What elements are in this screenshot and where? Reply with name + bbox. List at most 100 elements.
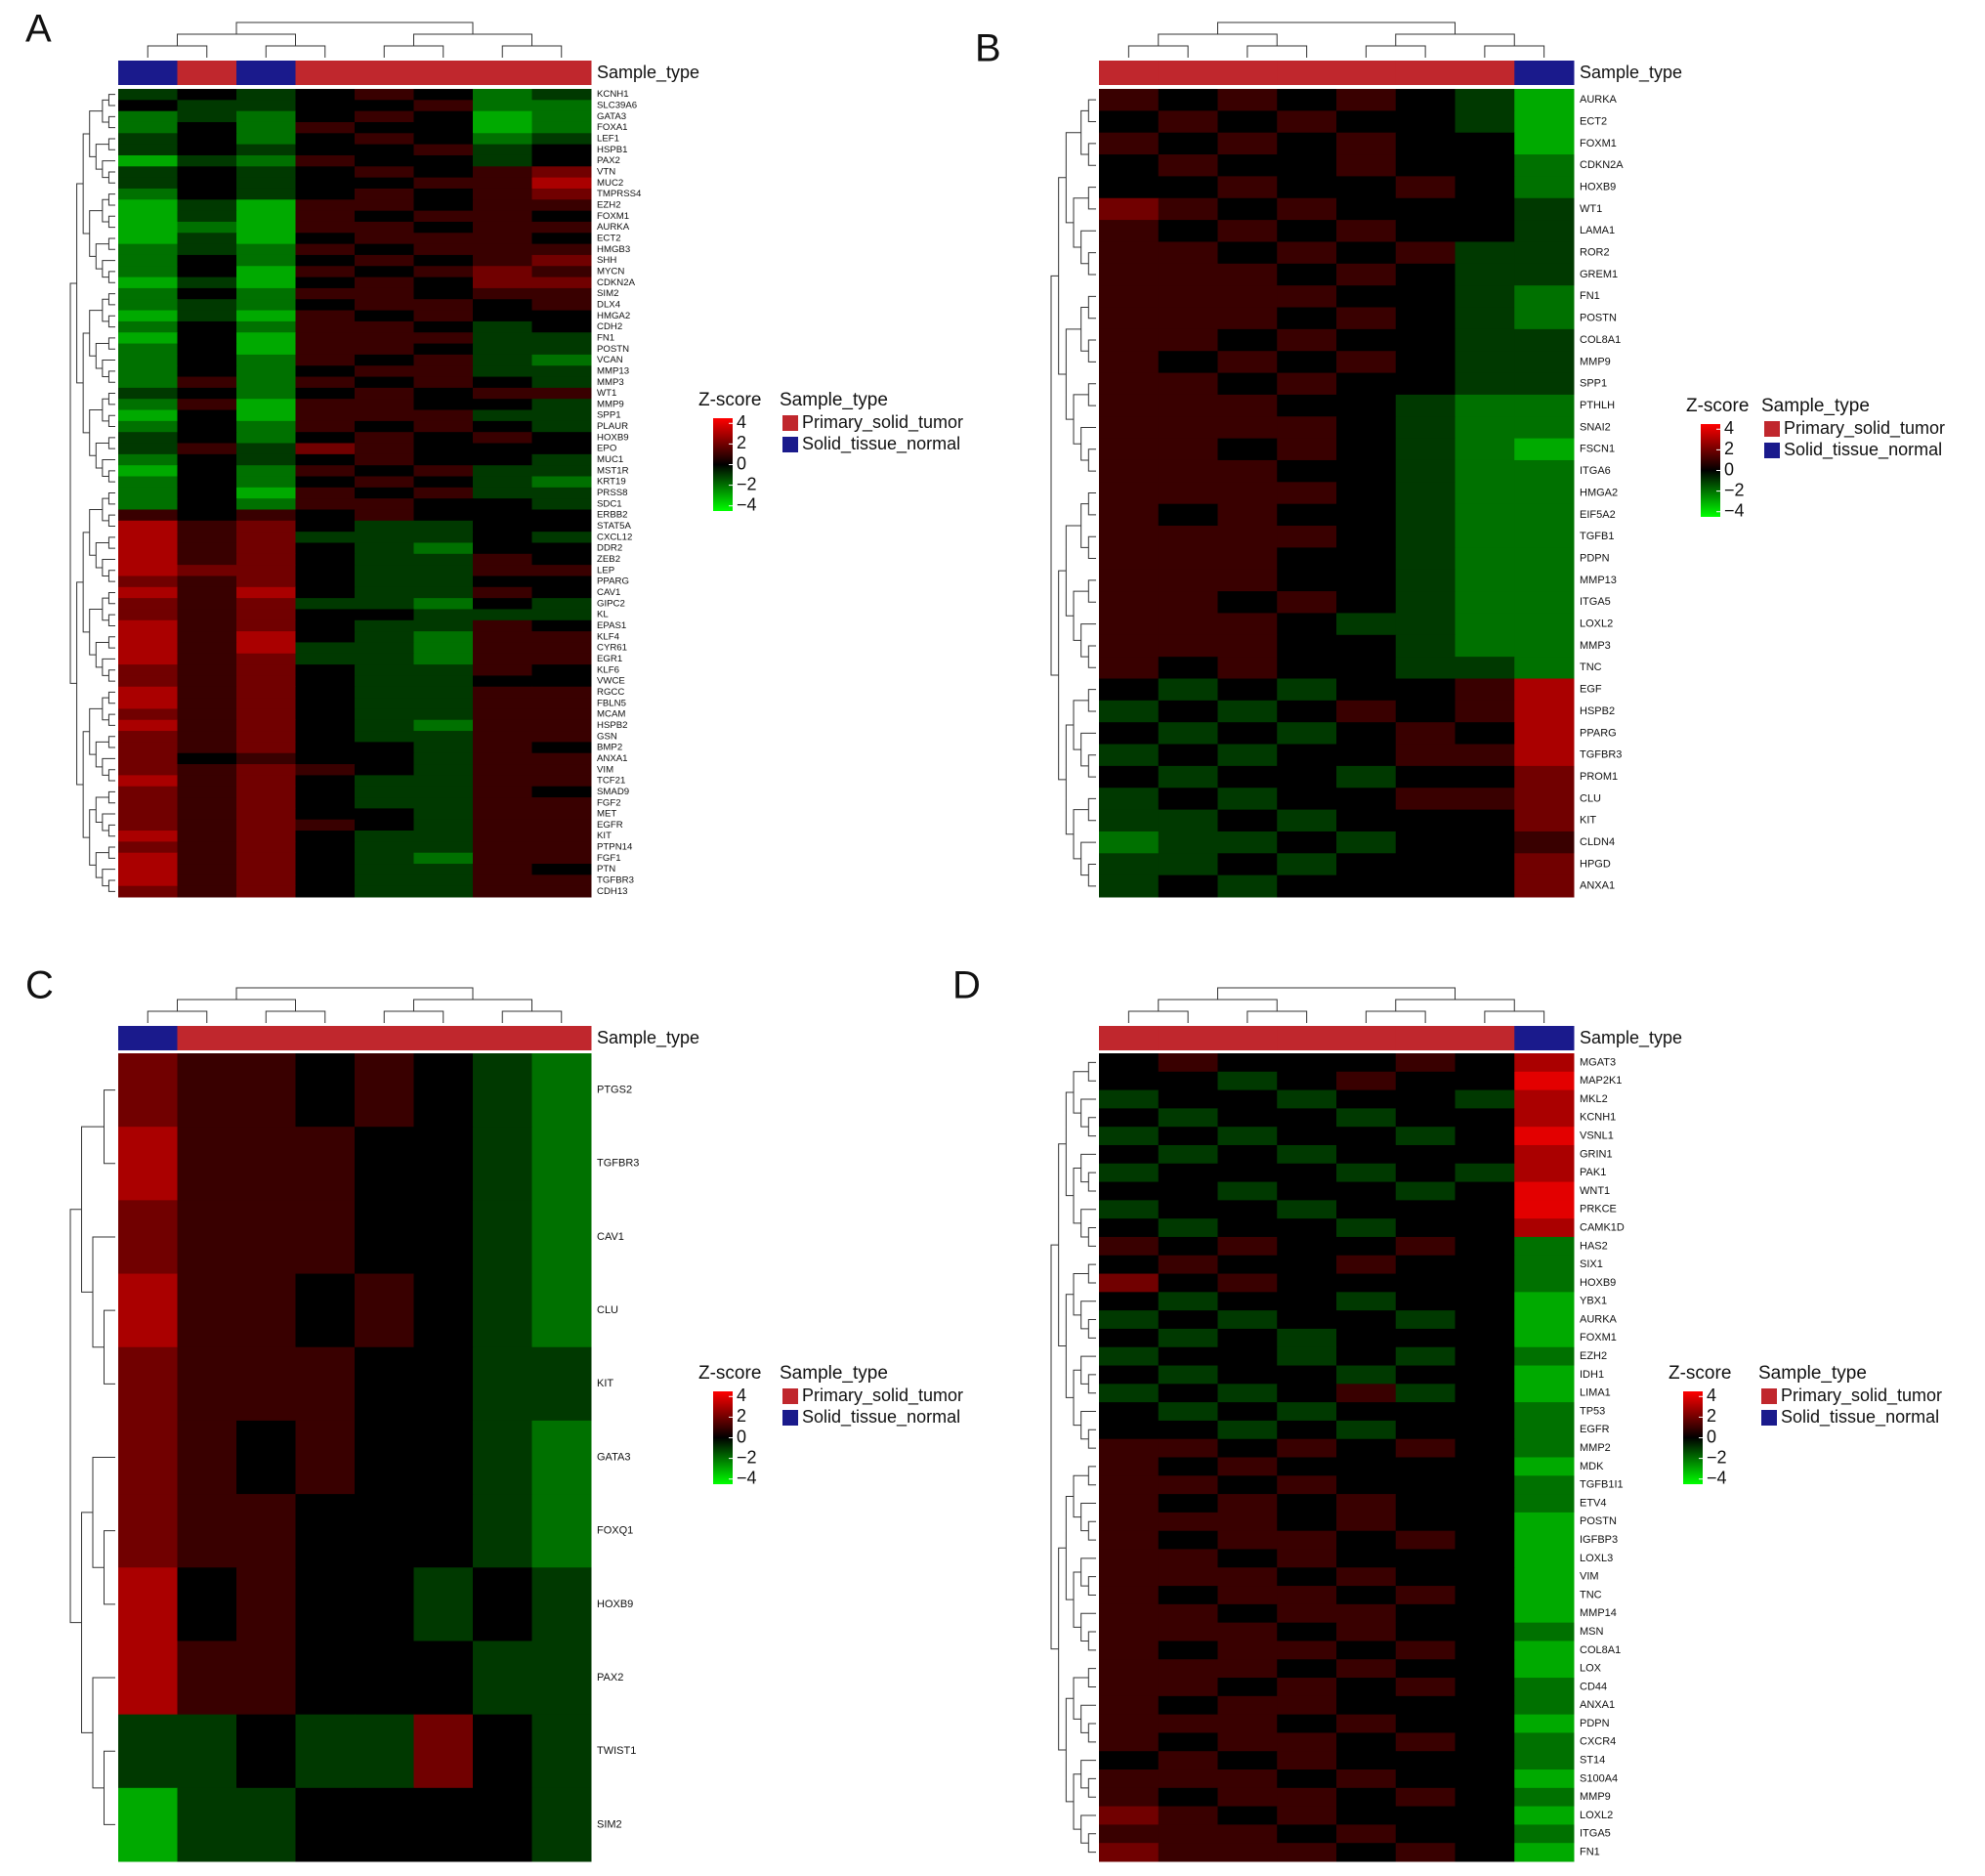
heatmap-cell bbox=[531, 221, 592, 234]
heatmap-cell bbox=[473, 520, 532, 533]
heatmap-cell bbox=[1158, 1108, 1218, 1128]
heatmap-cell bbox=[473, 1273, 532, 1348]
heatmap-cell bbox=[1395, 1678, 1456, 1697]
heatmap-cell bbox=[355, 89, 414, 101]
heatmap-cell bbox=[1099, 1806, 1160, 1825]
heatmap-cell bbox=[1395, 1053, 1456, 1073]
heatmap-cell bbox=[236, 808, 296, 821]
heatmap-cell bbox=[1217, 765, 1278, 789]
row-label: PTGS2 bbox=[597, 1084, 632, 1095]
heatmap-cell bbox=[1277, 1714, 1337, 1733]
heatmap-cell bbox=[1455, 1549, 1515, 1568]
annotation-cell bbox=[177, 1026, 237, 1050]
heatmap-cell bbox=[355, 1420, 414, 1495]
heatmap-cell bbox=[413, 420, 474, 433]
heatmap-cell bbox=[1277, 220, 1337, 242]
heatmap-cell bbox=[1217, 351, 1278, 374]
heatmap-cell bbox=[1158, 765, 1218, 789]
heatmap-cell bbox=[1514, 197, 1575, 221]
heatmap-cell bbox=[1099, 1218, 1160, 1238]
heatmap-cell bbox=[355, 100, 414, 112]
heatmap-cell bbox=[1455, 351, 1515, 374]
heatmap-cell bbox=[236, 642, 296, 655]
heatmap-cell bbox=[1277, 591, 1337, 614]
heatmap-cell bbox=[295, 420, 356, 433]
annotation-cell bbox=[1455, 1026, 1515, 1050]
heatmap-cell bbox=[413, 199, 474, 212]
heatmap-cell bbox=[1455, 482, 1515, 505]
row-label: FOXM1 bbox=[597, 211, 629, 222]
heatmap-cell bbox=[355, 719, 414, 732]
heatmap-cell bbox=[355, 399, 414, 411]
heatmap-cell bbox=[177, 752, 237, 765]
heatmap-cell bbox=[177, 1714, 237, 1789]
heatmap-cell bbox=[1514, 1071, 1575, 1091]
heatmap-cell bbox=[355, 553, 414, 566]
heatmap-cell bbox=[1455, 678, 1515, 702]
heatmap-cell bbox=[177, 719, 237, 732]
heatmap-cell bbox=[1514, 1549, 1575, 1568]
heatmap-cell bbox=[473, 210, 532, 223]
heatmap-cell bbox=[531, 509, 592, 522]
heatmap-cell bbox=[1514, 1641, 1575, 1660]
heatmap-cell bbox=[1277, 657, 1337, 679]
heatmap-cell bbox=[1217, 285, 1278, 309]
heatmap-cell bbox=[118, 1053, 178, 1128]
heatmap-cell bbox=[1099, 394, 1160, 417]
heatmap-cell bbox=[1395, 197, 1456, 221]
heatmap-cell bbox=[1336, 263, 1397, 286]
row-label: KIT bbox=[597, 831, 612, 841]
heatmap-cell bbox=[1217, 1549, 1278, 1568]
heatmap-cell bbox=[236, 675, 296, 688]
heatmap-cell bbox=[1395, 1365, 1456, 1385]
heatmap-cell bbox=[1514, 1678, 1575, 1697]
heatmap-cell bbox=[1099, 1108, 1160, 1128]
heatmap-cell bbox=[236, 221, 296, 234]
row-label: MMP13 bbox=[1580, 575, 1617, 586]
heatmap-cell bbox=[1336, 634, 1397, 658]
heatmap-cell bbox=[1336, 1365, 1397, 1385]
panel-label: B bbox=[975, 27, 1001, 70]
heatmap-cell bbox=[1455, 831, 1515, 854]
heatmap-cell bbox=[473, 154, 532, 167]
heatmap-cell bbox=[1158, 1071, 1218, 1091]
legend-title: Sample_type bbox=[1758, 1363, 1867, 1384]
heatmap-cell bbox=[355, 376, 414, 389]
heatmap-cell bbox=[1336, 1457, 1397, 1476]
heatmap-cell bbox=[1217, 1181, 1278, 1201]
heatmap-cell bbox=[1158, 176, 1218, 199]
heatmap-cell bbox=[473, 310, 532, 322]
row-label: FN1 bbox=[1580, 290, 1600, 302]
row-label: EGR1 bbox=[597, 654, 622, 664]
heatmap-cell bbox=[531, 532, 592, 543]
heatmap-cell bbox=[1336, 1273, 1397, 1293]
heatmap-cell bbox=[177, 320, 237, 333]
heatmap-cell bbox=[177, 299, 237, 312]
heatmap-cell bbox=[355, 233, 414, 245]
legend-swatch bbox=[782, 415, 798, 431]
heatmap-cell bbox=[1455, 1824, 1515, 1844]
heatmap-cell bbox=[1158, 1549, 1218, 1568]
heatmap-cell bbox=[531, 254, 592, 267]
heatmap-cell bbox=[473, 188, 532, 200]
heatmap-cell bbox=[1514, 744, 1575, 767]
heatmap-cell bbox=[118, 277, 178, 289]
heatmap-cell bbox=[1158, 831, 1218, 854]
heatmap-cell bbox=[295, 775, 356, 788]
heatmap-cell bbox=[413, 719, 474, 732]
heatmap-cell bbox=[1277, 154, 1337, 177]
heatmap-cell bbox=[118, 1641, 178, 1716]
heatmap-cell bbox=[1277, 1144, 1337, 1165]
heatmap-cell bbox=[355, 310, 414, 322]
heatmap-cell bbox=[355, 576, 414, 588]
heatmap-cell bbox=[1217, 788, 1278, 811]
row-label: MMP14 bbox=[1580, 1607, 1617, 1619]
row-label: SPP1 bbox=[597, 410, 621, 421]
heatmap-cell bbox=[1277, 1200, 1337, 1219]
heatmap-cell bbox=[1217, 591, 1278, 614]
heatmap-cell bbox=[1277, 1843, 1337, 1862]
heatmap-cell bbox=[413, 453, 474, 466]
heatmap-cell bbox=[1395, 1586, 1456, 1605]
heatmap-cell bbox=[118, 775, 178, 788]
heatmap-cell bbox=[473, 619, 532, 632]
